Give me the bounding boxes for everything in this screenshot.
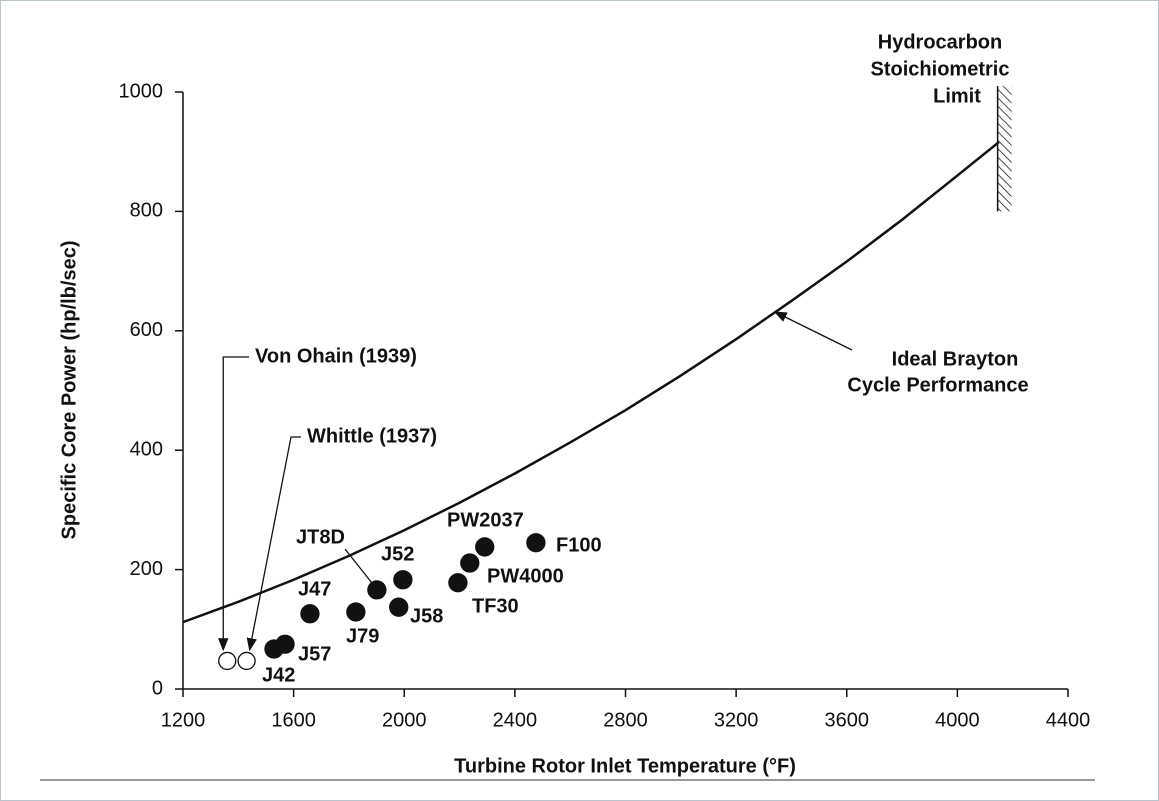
x-tick-label: 1600	[271, 709, 316, 731]
curve-arrow	[773, 311, 853, 351]
point-label: F100	[556, 534, 602, 556]
y-tick-label: 800	[130, 200, 163, 222]
point	[275, 634, 295, 654]
x-tick-label: 4400	[1046, 709, 1091, 731]
point-label: Von Ohain (1939)	[255, 345, 417, 367]
point-label: J57	[298, 643, 331, 665]
point-label: J42	[262, 664, 295, 686]
x-tick-label: 3600	[825, 709, 870, 731]
point	[448, 573, 468, 593]
ideal-curve	[182, 141, 1000, 624]
curve-label: Ideal Brayton	[892, 348, 1019, 370]
point-label: Whittle (1937)	[307, 425, 437, 447]
point-label: J58	[410, 605, 443, 627]
leader-line	[344, 548, 373, 584]
point	[475, 537, 495, 557]
limit-label: Limit	[933, 85, 981, 107]
limit-label: Hydrocarbon	[878, 31, 1002, 53]
point	[300, 604, 320, 624]
y-tick-label: 400	[130, 438, 163, 460]
open-point	[218, 651, 237, 671]
point	[346, 602, 366, 622]
y-tick-label: 0	[152, 677, 163, 699]
y-axis-label: Specific Core Power (hp/lb/sec)	[58, 241, 80, 540]
point	[460, 553, 480, 573]
x-tick-label: 2000	[382, 709, 427, 731]
point	[393, 570, 413, 590]
point-label: J47	[298, 578, 331, 600]
limit-label: Stoichiometric	[871, 58, 1010, 80]
leader-arrow	[218, 356, 249, 652]
point	[389, 597, 409, 617]
leader-arrow	[246, 436, 301, 652]
y-tick-label: 600	[130, 319, 163, 341]
x-axis-label: Turbine Rotor Inlet Temperature (°F)	[454, 755, 796, 777]
point-label: TF30	[472, 595, 519, 617]
x-tick-label: 2800	[603, 709, 648, 731]
curve-label: Cycle Performance	[847, 374, 1028, 396]
point-label: JT8D	[296, 526, 345, 548]
x-tick-label: 2400	[493, 709, 538, 731]
x-tick-label: 3200	[714, 709, 759, 731]
x-tick-label: 4000	[935, 709, 980, 731]
point	[526, 533, 546, 553]
x-tick-label: 1200	[161, 709, 206, 731]
limit-hatch	[997, 86, 1012, 212]
point-label: PW4000	[487, 565, 564, 587]
y-tick-label: 1000	[119, 80, 164, 102]
y-tick-label: 200	[130, 558, 163, 580]
open-point	[237, 651, 256, 671]
point-label: PW2037	[447, 509, 524, 531]
point	[367, 580, 387, 600]
point-label: J79	[346, 625, 379, 647]
point-label: J52	[381, 543, 414, 565]
